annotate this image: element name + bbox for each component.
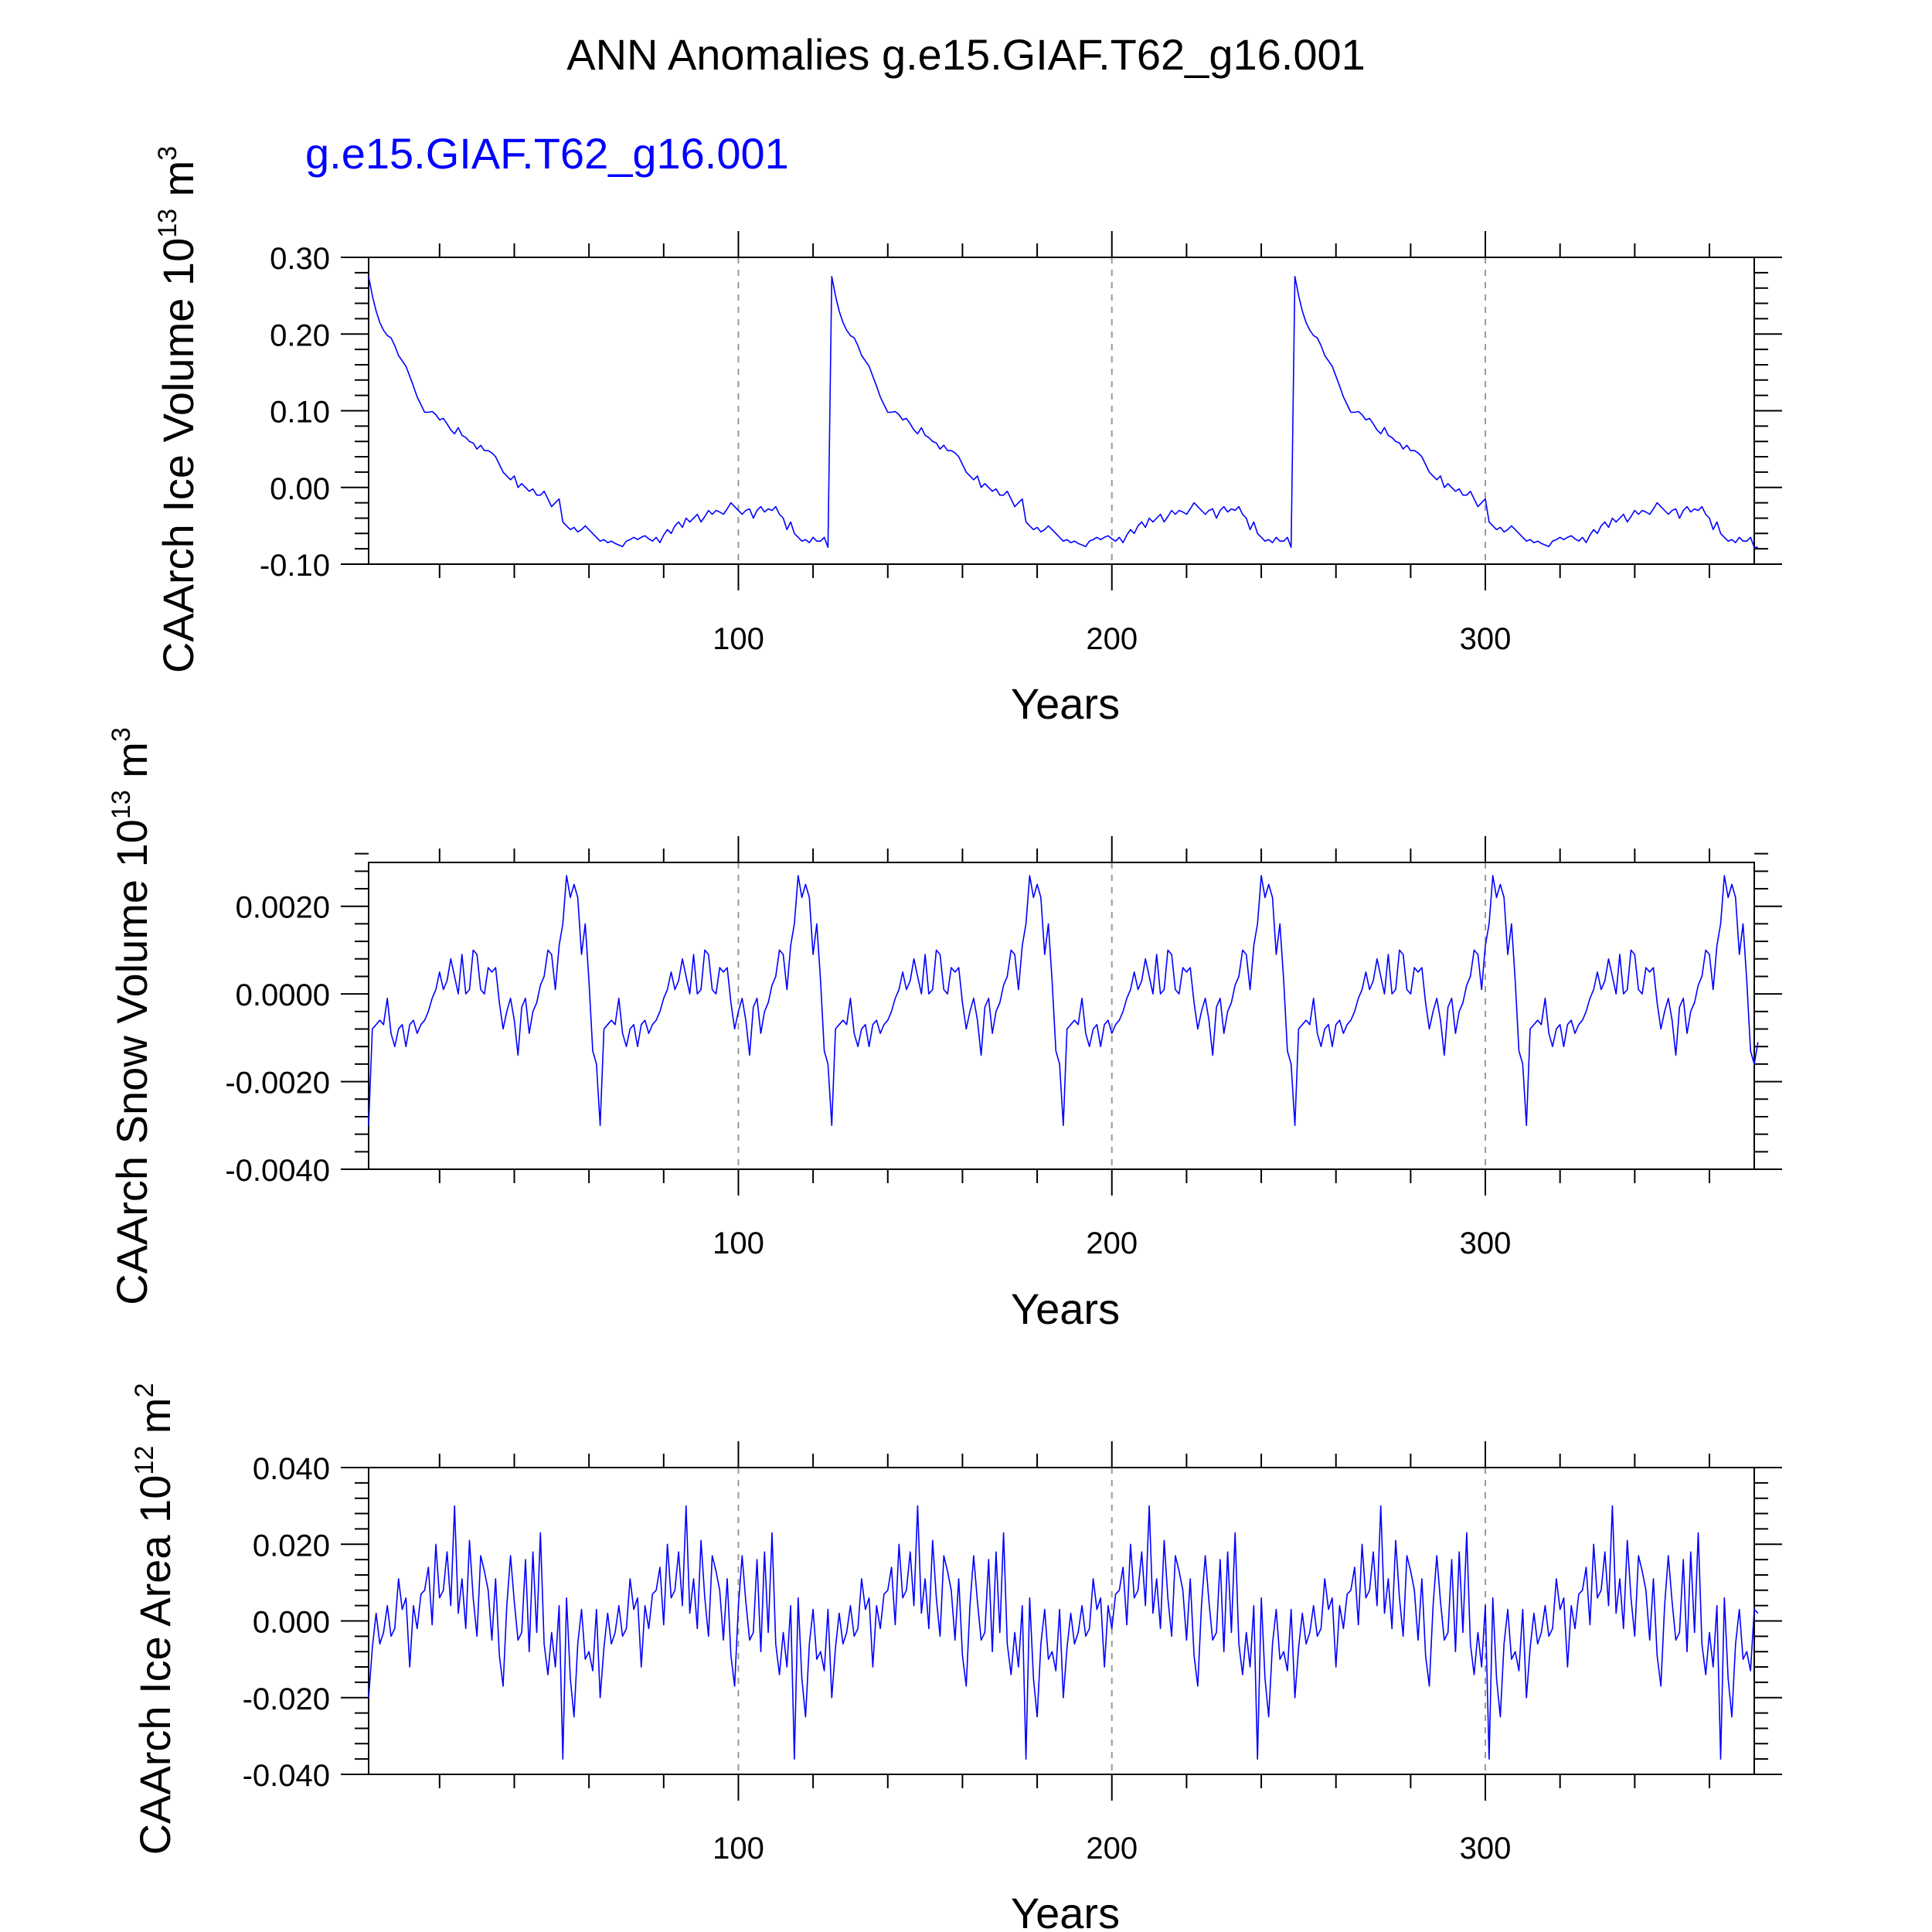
panel-snow-volume: -0.0040 -0.0020 0.0000 0.0020 100 200 300 Years… bbox=[107, 727, 1782, 1333]
plot-frame bbox=[368, 862, 1755, 1170]
x-tick-label: 300 bbox=[1460, 1226, 1512, 1260]
y-tick-label: -0.0020 bbox=[225, 1066, 330, 1100]
x-tick-label: 100 bbox=[713, 622, 764, 656]
y-tick-label: -0.10 bbox=[260, 549, 330, 583]
y-axis-title-part: CAArch Snow Volume 10 bbox=[107, 819, 156, 1305]
y-axis-title: CAArch Snow Volume 1013 m3 bbox=[107, 727, 156, 1305]
y-axis-title-exponent: 2 bbox=[130, 1383, 159, 1398]
y-axis-title: CAArch Ice Volume 1013 m3 bbox=[153, 146, 202, 673]
panel-ice-area: -0.040 -0.020 0.000 0.020 0.040 100 200 300 Year… bbox=[130, 1383, 1782, 1932]
y-axis-title-exponent: 13 bbox=[153, 209, 182, 238]
x-tick-label: 300 bbox=[1460, 622, 1512, 656]
series-line bbox=[368, 275, 1758, 549]
y-axis-title-exponent: 12 bbox=[130, 1446, 159, 1475]
chart-title: ANN Anomalies g.e15.GIAF.T62_g16.001 bbox=[566, 30, 1366, 79]
panel-ice-volume: -0.10 0.00 0.10 0.20 0.30 100 200 300 Years CAArc… bbox=[153, 146, 1782, 728]
x-tick-label: 100 bbox=[713, 1226, 764, 1260]
y-axis-title-exponent: 3 bbox=[107, 727, 136, 742]
x-tick-label: 100 bbox=[713, 1832, 764, 1866]
x-tick-label: 200 bbox=[1086, 1832, 1138, 1866]
y-axis-title: CAArch Ice Area 1012 m2 bbox=[130, 1383, 179, 1855]
y-tick-label: -0.0040 bbox=[225, 1154, 330, 1188]
x-tick-label: 200 bbox=[1086, 622, 1138, 656]
y-axis-title-part: m bbox=[131, 1398, 179, 1446]
x-axis-title: Years bbox=[1011, 679, 1120, 728]
y-tick-label: -0.040 bbox=[243, 1759, 330, 1793]
series-title: g.e15.GIAF.T62_g16.001 bbox=[305, 129, 789, 178]
x-axis-title: Years bbox=[1011, 1889, 1120, 1932]
y-tick-label: 0.10 bbox=[270, 396, 330, 430]
y-tick-label: 0.20 bbox=[270, 318, 330, 352]
y-axis-title-exponent: 13 bbox=[107, 790, 136, 819]
series-line bbox=[368, 1505, 1759, 1760]
y-tick-label: 0.000 bbox=[253, 1606, 330, 1640]
y-axis-title-part: m bbox=[107, 742, 156, 790]
x-axis-title: Years bbox=[1011, 1284, 1120, 1333]
y-tick-label: 0.040 bbox=[253, 1452, 330, 1486]
y-axis-title-part: CAArch Ice Area 10 bbox=[131, 1475, 179, 1855]
y-tick-label: 0.020 bbox=[253, 1529, 330, 1563]
y-tick-label: 0.0000 bbox=[236, 978, 330, 1012]
y-tick-label: 0.30 bbox=[270, 242, 330, 276]
x-tick-label: 300 bbox=[1460, 1832, 1512, 1866]
y-tick-label: 0.0020 bbox=[236, 891, 330, 925]
y-axis-title-part: m bbox=[154, 161, 202, 209]
y-axis-title-exponent: 3 bbox=[153, 146, 182, 161]
y-tick-label: -0.020 bbox=[243, 1682, 330, 1716]
y-tick-label: 0.00 bbox=[270, 472, 330, 506]
series-line bbox=[368, 875, 1759, 1127]
y-axis-title-part: CAArch Ice Volume 10 bbox=[154, 238, 202, 673]
x-tick-label: 200 bbox=[1086, 1226, 1138, 1260]
